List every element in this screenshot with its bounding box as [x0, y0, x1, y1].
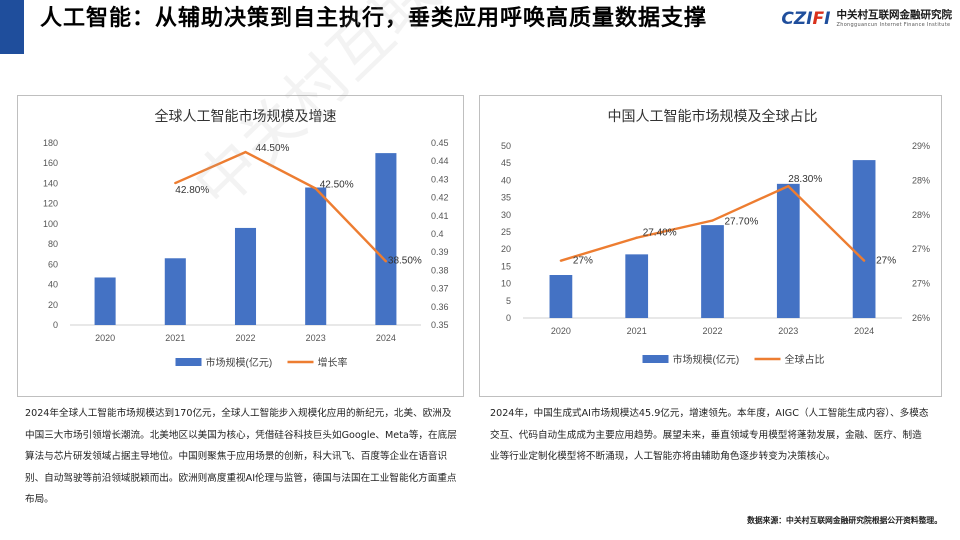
- line-point-2023: [787, 184, 790, 188]
- y-left-tick: 0: [53, 320, 58, 330]
- x-tick-label: 2020: [551, 326, 571, 336]
- legend-label-line: 全球占比: [785, 353, 825, 366]
- institute-logo: CZIFI 中关村互联网金融研究院 Zhongguancun Internet …: [781, 6, 952, 32]
- y-right-tick: 0.44: [431, 156, 449, 166]
- y-right-tick: 0.38: [431, 265, 449, 275]
- line-data-label: 44.50%: [256, 143, 290, 154]
- logo-name: 中关村互联网金融研究院: [836, 9, 953, 21]
- bar-2020: [94, 277, 116, 325]
- bar-2022: [701, 225, 724, 318]
- chart-title: 中国人工智能市场规模及全球占比: [608, 108, 818, 124]
- line-data-label: 42.80%: [175, 185, 209, 196]
- y-left-tick: 120: [43, 199, 58, 209]
- bar-2021: [164, 258, 186, 325]
- y-right-tick: 29%: [912, 141, 930, 151]
- bar-2022: [234, 227, 257, 325]
- x-tick-label: 2022: [235, 333, 255, 343]
- y-right-tick: 28%: [912, 175, 930, 185]
- y-right-tick: 0.35: [431, 320, 449, 330]
- line-data-label: 38.50%: [388, 255, 422, 266]
- line-data-label: 27%: [573, 256, 593, 267]
- y-left-tick: 160: [43, 158, 58, 168]
- y-right-tick: 0.41: [431, 211, 449, 221]
- y-right-tick: 0.43: [431, 174, 449, 184]
- y-left-tick: 50: [501, 141, 511, 151]
- y-left-tick: 20: [501, 244, 511, 254]
- bar-2020: [549, 275, 573, 318]
- line-point-2021: [635, 236, 638, 239]
- china-ai-chart: 中国人工智能市场规模及全球占比 0 5 10 15 20 25 30 35 40 45 50 26% 27…: [501, 108, 930, 366]
- line-point-2020: [559, 259, 563, 262]
- chart-title: 全球人工智能市场规模及增速: [155, 108, 337, 124]
- legend-label-bar: 市场规模(亿元): [673, 353, 740, 366]
- y-left-tick: 10: [501, 279, 511, 289]
- line-point-2024: [862, 259, 866, 262]
- line-data-label: 42.50%: [320, 180, 354, 191]
- line-point-2022: [711, 219, 714, 222]
- y-right-tick: 0.42: [431, 193, 449, 203]
- y-right-tick: 0.39: [431, 247, 449, 257]
- x-tick-label: 2024: [376, 333, 396, 343]
- y-left-tick: 80: [48, 239, 58, 249]
- logo-text: 中关村互联网金融研究院 Zhongguancun Internet Financ…: [837, 9, 953, 29]
- y-left-tick: 140: [43, 178, 58, 188]
- line-data-label: 27.70%: [725, 217, 759, 228]
- line-point-2022: [244, 150, 247, 154]
- header-accent-bar: [0, 0, 24, 54]
- line-series: [174, 150, 387, 263]
- legend-swatch-bar: [175, 358, 202, 366]
- bar-2024: [375, 153, 397, 325]
- page-title: 人工智能：从辅助决策到自主执行，垂类应用呼唤高质量数据支撑: [40, 5, 708, 31]
- line-data-label: 27%: [876, 256, 896, 267]
- y-left-tick: 40: [48, 280, 58, 290]
- y-left-tick: 25: [501, 227, 511, 237]
- y-left-tick: 30: [501, 210, 511, 220]
- bar-2023: [305, 187, 327, 325]
- y-left-tick: 35: [501, 193, 511, 203]
- line-point-2021: [174, 181, 177, 185]
- bar-2024: [852, 160, 876, 318]
- y-left-tick: 45: [501, 158, 511, 168]
- y-left-tick: 0: [506, 313, 511, 323]
- global-ai-chart: 全球人工智能市场规模及增速 0 20 40 60 80 100 120 140 160 180 0.3…: [43, 108, 449, 369]
- china-ai-chart-panel: 中国人工智能市场规模及全球占比 0 5 10 15 20 25 30 35 40 45 50 26% 27…: [479, 95, 942, 397]
- y-right-tick: 0.36: [431, 302, 449, 312]
- x-tick-label: 2021: [165, 333, 185, 343]
- global-ai-description: 2024年全球人工智能市场规模达到170亿元，全球人工智能步入规模化应用的新纪元…: [25, 408, 457, 505]
- y-right-tick: 0.45: [431, 138, 449, 148]
- x-tick-label: 2023: [306, 333, 326, 343]
- line-data-label: 27.40%: [643, 228, 677, 239]
- y-left-tick: 20: [48, 300, 58, 310]
- y-right-tick: 28%: [912, 210, 930, 220]
- x-tick-label: 2022: [702, 326, 722, 336]
- y-right-tick: 27%: [912, 244, 930, 254]
- legend-label-line: 增长率: [318, 356, 348, 369]
- x-tick-label: 2024: [854, 326, 874, 336]
- line-data-label: 28.30%: [788, 174, 822, 185]
- logo-en: Zhongguancun Internet Finance Institute: [836, 22, 951, 28]
- y-right-tick: 26%: [912, 313, 930, 323]
- line-point-2024: [384, 260, 388, 263]
- bar-2021: [625, 254, 649, 318]
- legend-label-bar: 市场规模(亿元): [206, 356, 273, 369]
- logo-mark: CZIFI: [781, 9, 831, 29]
- line-point-2023: [314, 187, 317, 190]
- x-tick-label: 2020: [95, 333, 115, 343]
- y-left-tick: 100: [43, 219, 58, 229]
- data-source-note: 数据来源：中关村互联网金融研究院根据公开资料整理。: [747, 516, 942, 525]
- x-tick-label: 2021: [627, 326, 647, 336]
- china-ai-description: 2024年，中国生成式AI市场规模达45.9亿元，增速领先。本年度，AIGC（人…: [490, 408, 929, 462]
- y-left-tick: 5: [506, 296, 511, 306]
- y-right-tick: 27%: [912, 279, 930, 289]
- legend-swatch-bar: [642, 355, 669, 363]
- bar-2023: [776, 183, 800, 318]
- y-right-tick: 0.37: [431, 284, 449, 294]
- y-left-tick: 180: [43, 138, 58, 148]
- y-left-tick: 40: [501, 175, 511, 185]
- y-right-tick: 0.4: [431, 229, 444, 239]
- x-tick-label: 2023: [778, 326, 798, 336]
- global-ai-chart-panel: 全球人工智能市场规模及增速 0 20 40 60 80 100 120 140 160 180 0.3…: [17, 95, 464, 397]
- y-left-tick: 60: [48, 259, 58, 269]
- y-left-tick: 15: [501, 261, 511, 271]
